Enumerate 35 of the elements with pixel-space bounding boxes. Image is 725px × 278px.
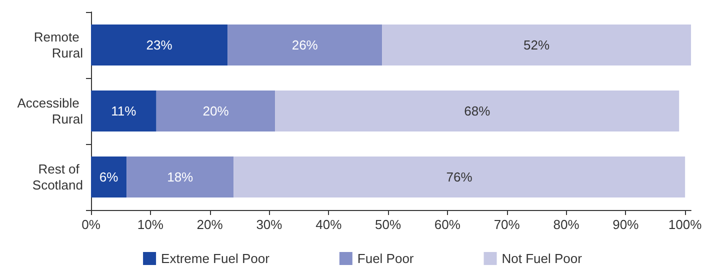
x-tick-label: 40% xyxy=(316,217,342,232)
x-tick-label: 10% xyxy=(137,217,164,232)
bar xyxy=(126,156,234,198)
x-tick-label: 80% xyxy=(553,217,580,232)
x-tick-label: 0% xyxy=(82,217,101,232)
data-label: 11% xyxy=(111,104,137,118)
data-label: 18% xyxy=(167,170,194,184)
bar xyxy=(156,90,276,132)
y-tick-label: Accessible Rural xyxy=(17,96,84,126)
x-tick-label: 30% xyxy=(256,217,283,232)
data-label: 68% xyxy=(464,104,491,118)
x-tick-label: 100% xyxy=(668,217,702,232)
legend-label: Not Fuel Poor xyxy=(502,251,583,266)
bar xyxy=(91,90,156,132)
data-label: 52% xyxy=(524,38,550,52)
legend-label: Fuel Poor xyxy=(357,251,414,266)
bar xyxy=(228,24,382,66)
data-label: 26% xyxy=(292,38,318,52)
bar xyxy=(382,24,691,66)
x-tick-label: 60% xyxy=(434,217,461,232)
y-tick-label: Rest of Scotland xyxy=(32,162,83,192)
bar xyxy=(91,156,127,198)
data-label: 23% xyxy=(146,38,173,52)
y-tick-label: Remote Rural xyxy=(34,30,84,60)
x-tick-label: 20% xyxy=(196,217,224,232)
bar xyxy=(91,24,228,66)
data-label: 6% xyxy=(99,170,119,184)
data-label: 20% xyxy=(202,104,230,118)
data-label: 76% xyxy=(446,170,473,184)
x-tick-label: 70% xyxy=(494,217,520,232)
bar xyxy=(234,156,686,198)
x-tick-label: 50% xyxy=(375,217,402,232)
x-tick-label: 90% xyxy=(612,217,640,232)
bar xyxy=(275,90,680,132)
legend-label: Extreme Fuel Poor xyxy=(161,251,270,266)
